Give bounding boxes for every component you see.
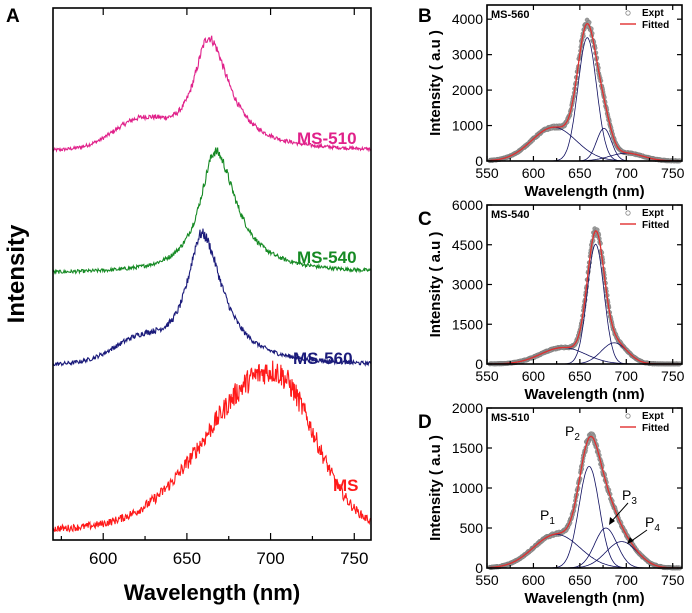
- x-axis-title: Wavelength (nm): [524, 183, 644, 200]
- series-label-ms-510: MS-510: [297, 129, 357, 148]
- x-tick-label: 700: [615, 165, 639, 181]
- y-tick-label: 4500: [452, 237, 483, 253]
- peak-label-3: P3: [622, 487, 637, 507]
- x-tick-label: 550: [475, 572, 499, 588]
- x-tick-label: 650: [568, 368, 592, 384]
- peak-label-4: P4: [645, 514, 660, 534]
- y-tick-label: 2000: [452, 82, 483, 98]
- y-tick-label: 0: [475, 356, 483, 372]
- y-tick-label: 4000: [452, 11, 483, 27]
- legend-expt-marker: [625, 210, 631, 216]
- panel-letter-b: B: [418, 6, 432, 27]
- y-tick-label: 0: [475, 153, 483, 169]
- legend-fitted-label: Fitted: [642, 423, 669, 434]
- y-tick-label: 3000: [452, 47, 483, 63]
- y-tick-label: 500: [460, 520, 484, 536]
- legend-expt-label: Expt: [642, 411, 664, 422]
- x-tick-label: 700: [256, 549, 284, 568]
- x-tick-label: 750: [661, 572, 685, 588]
- y-tick-label: 6000: [452, 197, 483, 213]
- x-tick-label: 600: [522, 368, 546, 384]
- x-tick-label: 750: [661, 165, 685, 181]
- x-tick-label: 600: [522, 165, 546, 181]
- arrow-p3: [610, 502, 629, 523]
- y-tick-label: 1000: [452, 118, 483, 134]
- x-tick-label: 600: [89, 549, 117, 568]
- series-label-ms-540: MS-540: [297, 248, 357, 267]
- x-tick-label: 600: [522, 572, 546, 588]
- series-label-ms-560: MS-560: [293, 349, 353, 368]
- x-tick-label: 700: [615, 572, 639, 588]
- panel-letter-c: C: [418, 209, 432, 230]
- panel-letter-a: A: [6, 6, 20, 27]
- component-peak-2: [489, 37, 681, 162]
- legend-expt-label: Expt: [642, 8, 664, 19]
- x-tick-label: 750: [661, 368, 685, 384]
- x-tick-label: 700: [615, 368, 639, 384]
- y-axis-title: Intensity ( a.u ): [427, 435, 444, 541]
- x-tick-label: 750: [340, 549, 368, 568]
- panel-tag: MS-540: [491, 209, 530, 221]
- peak-label-1: P1: [540, 507, 555, 527]
- series-label-ms: MS: [333, 476, 359, 495]
- fitted-line: [489, 230, 681, 365]
- peak-label-2: P2: [565, 423, 580, 443]
- panel-b: 550 600 650 700 750 0 1000 2000 3000 4000 Waveleng…: [418, 4, 685, 200]
- series-line-ms-510: [52, 35, 372, 153]
- y-tick-label: 0: [475, 560, 483, 576]
- x-tick-label: 550: [475, 368, 499, 384]
- panel-tag: MS-510: [491, 412, 530, 424]
- x-axis-title: Wavelength (nm): [524, 386, 644, 403]
- y-axis-title: Intensity: [3, 224, 30, 323]
- y-tick-label: 3000: [452, 277, 483, 293]
- legend-expt-marker: [625, 413, 631, 419]
- legend-fitted-label: Fitted: [642, 220, 669, 231]
- panel-d: 550 600 650 700 750 0 500 1000 1500 2000 Wavelengt…: [418, 400, 685, 607]
- legend-expt-label: Expt: [642, 208, 664, 219]
- legend-expt-marker: [625, 10, 631, 16]
- panel-letter-d: D: [418, 412, 432, 433]
- panel-tag: MS-560: [491, 9, 530, 21]
- y-tick-label: 1000: [452, 480, 483, 496]
- y-axis-title: Intensity ( a.u ): [427, 232, 444, 338]
- x-tick-label: 650: [173, 549, 201, 568]
- panel-a: MS-510 MS-540 MS-560 MS 600 650 700 750 Waveleng…: [3, 6, 372, 605]
- expt-points: [487, 17, 683, 164]
- y-axis-title: Intensity ( a.u ): [427, 30, 444, 136]
- y-tick-label: 1500: [452, 440, 483, 456]
- fitted-line: [489, 435, 681, 569]
- legend-fitted-label: Fitted: [642, 20, 669, 31]
- series-line-ms-540: [52, 147, 371, 275]
- y-tick-label: 1500: [452, 316, 483, 332]
- arrow-p3-head: [609, 517, 615, 525]
- panel-frame: [486, 4, 683, 162]
- arrow-p4-head: [627, 537, 634, 544]
- x-axis-title: Wavelength (nm): [524, 590, 644, 607]
- x-tick-label: 550: [475, 165, 499, 181]
- series-line-ms-560: [52, 228, 372, 367]
- fitted-line: [489, 22, 681, 162]
- panel-a-frame: [52, 7, 372, 541]
- series-line-ms: [52, 360, 372, 533]
- panel-c: 550 600 650 700 750 0 1500 3000 4500 6000 Waveleng…: [418, 197, 685, 403]
- x-axis-title: Wavelength (nm): [124, 580, 300, 605]
- x-tick-label: 650: [568, 572, 592, 588]
- y-tick-label: 2000: [452, 400, 483, 416]
- x-tick-label: 650: [568, 165, 592, 181]
